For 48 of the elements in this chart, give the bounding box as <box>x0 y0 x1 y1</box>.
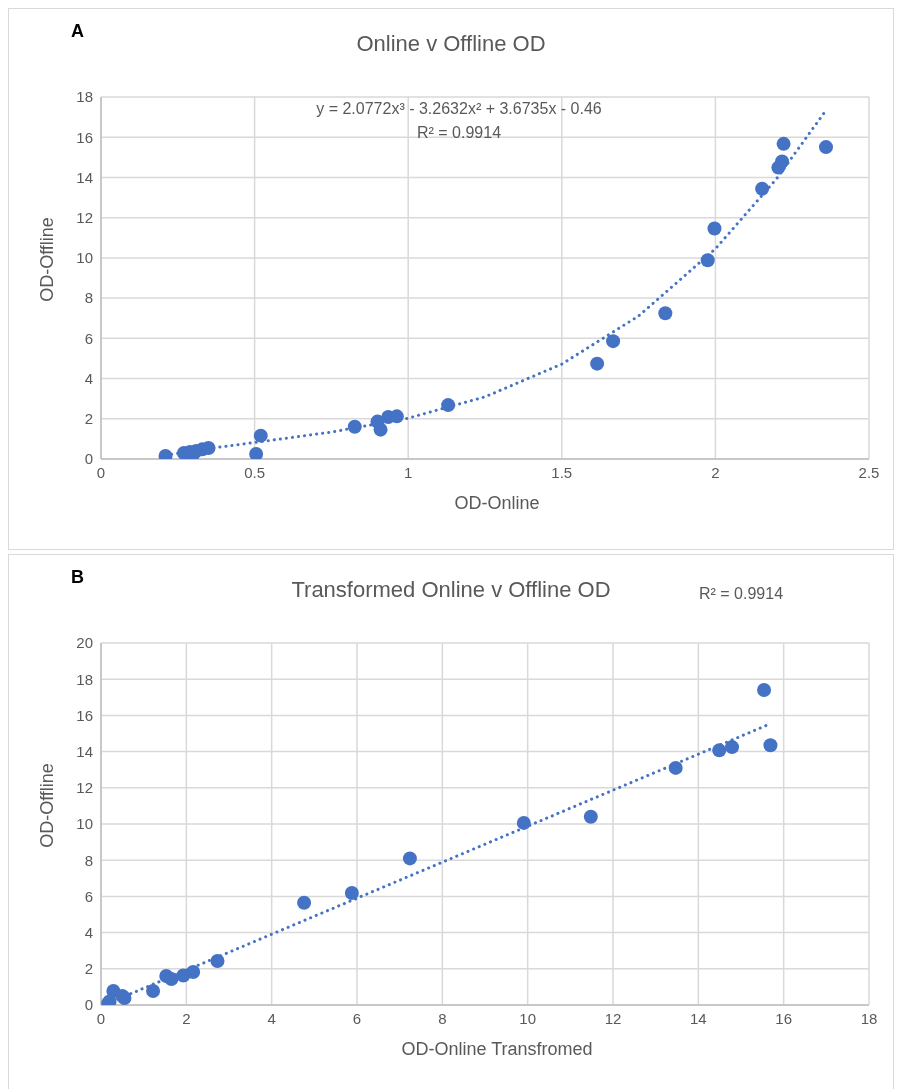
x-tick-label: 12 <box>604 1009 622 1027</box>
y-tick-label: 10 <box>76 249 93 267</box>
y-tick-label: 8 <box>84 851 93 869</box>
x-tick-label: 0 <box>96 463 106 481</box>
x-tick-label: 10 <box>519 1009 537 1027</box>
annotation: y = 2.0772x³ - 3.2632x² + 3.6735x - 0.46 <box>315 99 603 119</box>
y-tick-label: 10 <box>76 815 93 833</box>
x-tick-label: 0 <box>96 1009 106 1027</box>
y-tick-label: 18 <box>76 670 93 688</box>
y-tick-label: 12 <box>76 779 93 797</box>
x-tick-label: 14 <box>689 1009 707 1027</box>
y-tick-label: 0 <box>84 996 93 1014</box>
y-tick-label: 6 <box>84 329 93 347</box>
y-tick-label: 14 <box>76 168 93 186</box>
x-tick-label: 8 <box>438 1009 447 1027</box>
chart-title: Transformed Online v Offline OD <box>291 577 611 602</box>
y-tick-label: 4 <box>84 923 93 941</box>
x-tick-label: 2 <box>182 1009 191 1027</box>
y-tick-label: 4 <box>84 369 93 387</box>
x-tick-label: 2.5 <box>858 463 880 481</box>
x-axis-title: OD-Online Transfromed <box>400 1039 594 1060</box>
y-tick-label: 8 <box>84 289 93 307</box>
y-axis-title: OD-Offline <box>36 216 58 304</box>
x-tick-label: 16 <box>775 1009 793 1027</box>
annotation: R² = 0.9914 <box>415 123 503 143</box>
text: R² = 0.9914 <box>699 585 784 603</box>
y-tick-label: 2 <box>84 410 93 428</box>
y-tick-label: 20 <box>76 634 93 652</box>
x-tick-label: 2 <box>711 463 720 481</box>
x-tick-label: 18 <box>860 1009 878 1027</box>
y-tick-label: 16 <box>76 706 93 724</box>
chart-title: Online v Offline OD <box>356 31 546 56</box>
y-tick-label: 2 <box>84 960 93 978</box>
x-tick-label: 4 <box>267 1009 276 1027</box>
x-tick-label: 6 <box>352 1009 362 1027</box>
x-tick-label: 1.5 <box>551 463 573 481</box>
x-tick-label: 1 <box>404 463 413 481</box>
y-tick-label: 14 <box>76 742 93 760</box>
x-axis-title: OD-Online <box>453 493 541 514</box>
text: B <box>71 567 84 588</box>
y-tick-label: 18 <box>76 88 93 106</box>
y-tick-label: 12 <box>76 208 93 226</box>
y-tick-label: 0 <box>84 450 93 468</box>
y-tick-label: 6 <box>84 887 93 905</box>
text: A <box>71 21 84 42</box>
x-tick-label: 0.5 <box>244 463 266 481</box>
y-tick-label: 16 <box>76 128 93 146</box>
y-axis-title: OD-Offline <box>36 762 58 850</box>
